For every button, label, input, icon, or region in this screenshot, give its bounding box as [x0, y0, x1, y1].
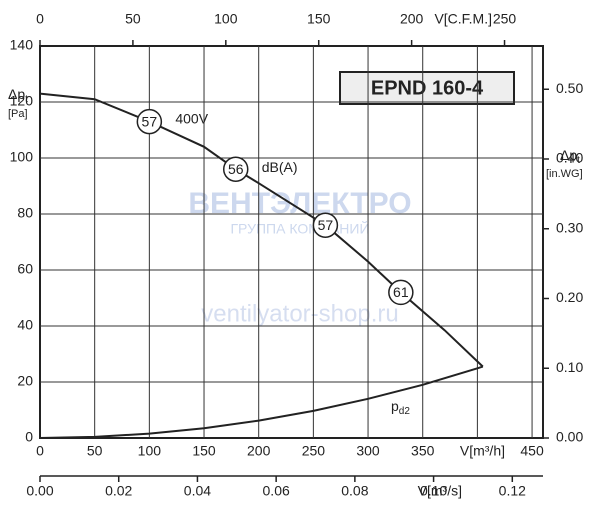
db-marker: [312, 212, 339, 238]
y-tick-label: 140: [10, 37, 34, 53]
x-tick-label: 300: [356, 443, 380, 459]
markers-label: dB(A): [262, 159, 298, 175]
x3-tick-label: 0.10: [420, 483, 447, 499]
x-tick-label: 150: [192, 443, 216, 459]
title-box: [339, 71, 515, 105]
x2-tick-label: 100: [214, 11, 238, 27]
y-tick-label: 40: [17, 317, 33, 333]
y-tick-label: 0: [25, 429, 33, 445]
curve: [39, 92, 484, 368]
x3-tick-label: 0.06: [263, 483, 290, 499]
x3-tick-label: 0.02: [105, 483, 132, 499]
y2-tick-label: 0.40: [556, 150, 583, 166]
watermark: ГРУППА КОМПАНИЙ: [230, 220, 369, 237]
db-value: 56: [228, 161, 244, 177]
y-tick-label: 60: [17, 261, 33, 277]
y-tick-label: 80: [17, 205, 33, 221]
x-tick-label: 100: [138, 443, 162, 459]
y2-label-unit: [in.WG]: [546, 168, 583, 180]
series-label: pd2: [391, 398, 410, 417]
x-tick-label: 50: [87, 443, 103, 459]
x2-tick-label: 200: [400, 11, 424, 27]
series-label-sub: d2: [399, 406, 411, 417]
db-value: 57: [142, 113, 158, 129]
series-label: 400V: [175, 110, 208, 126]
x-tick-label: 250: [302, 443, 326, 459]
db-marker: [388, 279, 414, 306]
x-label: V[m³/h]: [460, 443, 505, 459]
series-label-main: p: [391, 398, 399, 414]
x2-label: V[C.F.M.]: [434, 11, 492, 27]
x-tick-label: 0: [36, 443, 44, 459]
y-tick-label: 100: [10, 149, 34, 165]
y2-tick-label: 0.00: [556, 429, 583, 445]
db-marker: [136, 108, 163, 135]
x2-tick-label: 250: [493, 11, 517, 27]
x3-tick-label: 0.12: [499, 483, 526, 499]
curve: [39, 365, 484, 439]
x-tick-label: 450: [520, 443, 544, 459]
db-value: 57: [318, 217, 334, 233]
y-label: Δpt: [8, 86, 28, 105]
x3-tick-label: 0.08: [341, 483, 368, 499]
x2-tick-label: 0: [36, 11, 44, 27]
chart-title: EPND 160-4: [371, 77, 484, 99]
x-tick-label: 200: [247, 443, 271, 459]
x-tick-label: 350: [411, 443, 435, 459]
y2-label: Δpt: [560, 147, 580, 166]
x2-tick-label: 50: [125, 11, 141, 27]
db-value: 61: [393, 284, 409, 300]
y-tick-label: 20: [17, 373, 33, 389]
watermark: ventilyator-shop.ru: [201, 300, 398, 327]
y2-tick-label: 0.20: [556, 289, 583, 305]
watermark: ВЕНТЭЛЕКТРО: [188, 187, 411, 220]
x3-tick-label: 0.00: [26, 483, 53, 499]
plot-frame: [39, 45, 544, 439]
db-marker: [222, 156, 249, 182]
y-tick-label: 120: [10, 93, 34, 109]
y2-tick-label: 0.10: [556, 359, 583, 375]
y2-tick-label: 0.50: [556, 80, 583, 96]
x2-tick-label: 150: [307, 11, 331, 27]
x3-tick-label: 0.04: [184, 483, 211, 499]
y2-tick-label: 0.30: [556, 219, 583, 235]
x3-label: V[m³/s]: [418, 483, 462, 499]
y-label-unit: [Pa]: [8, 108, 28, 120]
